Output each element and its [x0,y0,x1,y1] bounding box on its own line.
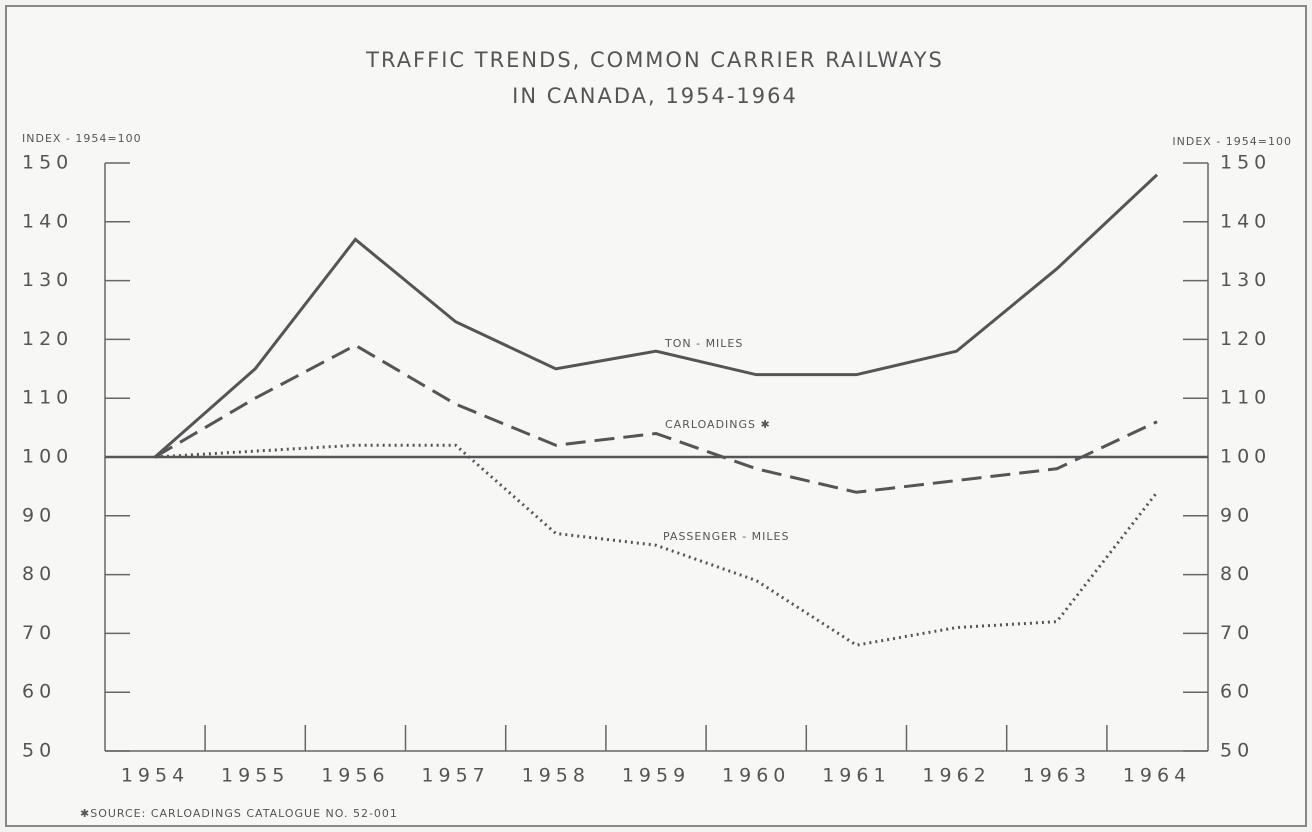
frame [5,5,1307,827]
x-tick-label: 1963 [1023,765,1091,787]
y2-tick-label: 110 [1220,387,1271,409]
y2-tick-label: 140 [1220,210,1271,232]
y2-tick-label: 70 [1220,622,1254,644]
series-label: CARLOADINGS ✱ [665,418,771,431]
x-tick-label: 1958 [522,765,590,787]
y-tick-label: 60 [22,681,56,703]
series-line [154,173,1159,459]
x-tick-label: 1955 [221,765,289,787]
x-tick-label: 1959 [622,765,690,787]
y2-tick-label: 50 [1220,740,1254,762]
chart-subtitle: IN CANADA, 1954-1964 [512,84,798,108]
y-tick-label: 130 [22,269,73,291]
x-tick-label: 1964 [1123,765,1191,787]
y2-tick-label: 150 [1220,152,1271,174]
y2-axis-label: INDEX - 1954=100 [1172,135,1292,148]
y2-tick-label: 90 [1220,504,1254,526]
x-tick-label: 1961 [822,765,890,787]
x-tick-label: 1954 [121,765,189,787]
y-tick-label: 110 [22,387,73,409]
y-tick-label: 140 [22,210,73,232]
series-label: TON - MILES [664,337,743,350]
chart-title: TRAFFIC TRENDS, COMMON CARRIER RAILWAYS [365,48,944,72]
x-tick-label: 1956 [321,765,389,787]
y-tick-label: 120 [22,328,73,350]
y2-tick-label: 130 [1220,269,1271,291]
x-tick-label: 1962 [922,765,990,787]
series-line [154,343,1158,494]
x-tick-label: 1957 [421,765,489,787]
series-label: PASSENGER - MILES [663,530,789,543]
y-tick-label: 90 [22,504,56,526]
y-tick-label: 150 [22,152,73,174]
y2-tick-label: 80 [1220,563,1254,585]
y-axis-label: INDEX - 1954=100 [22,132,142,145]
x-tick-label: 1960 [722,765,790,787]
y-tick-label: 80 [22,563,56,585]
y2-tick-label: 100 [1220,446,1271,468]
y-tick-label: 100 [22,446,73,468]
y2-tick-label: 60 [1220,681,1254,703]
series-line [154,443,1159,647]
y-tick-label: 70 [22,622,56,644]
y-tick-label: 50 [22,740,56,762]
y2-tick-label: 120 [1220,328,1271,350]
footnote: ✱SOURCE: CARLOADINGS CATALOGUE NO. 52-00… [80,807,398,820]
